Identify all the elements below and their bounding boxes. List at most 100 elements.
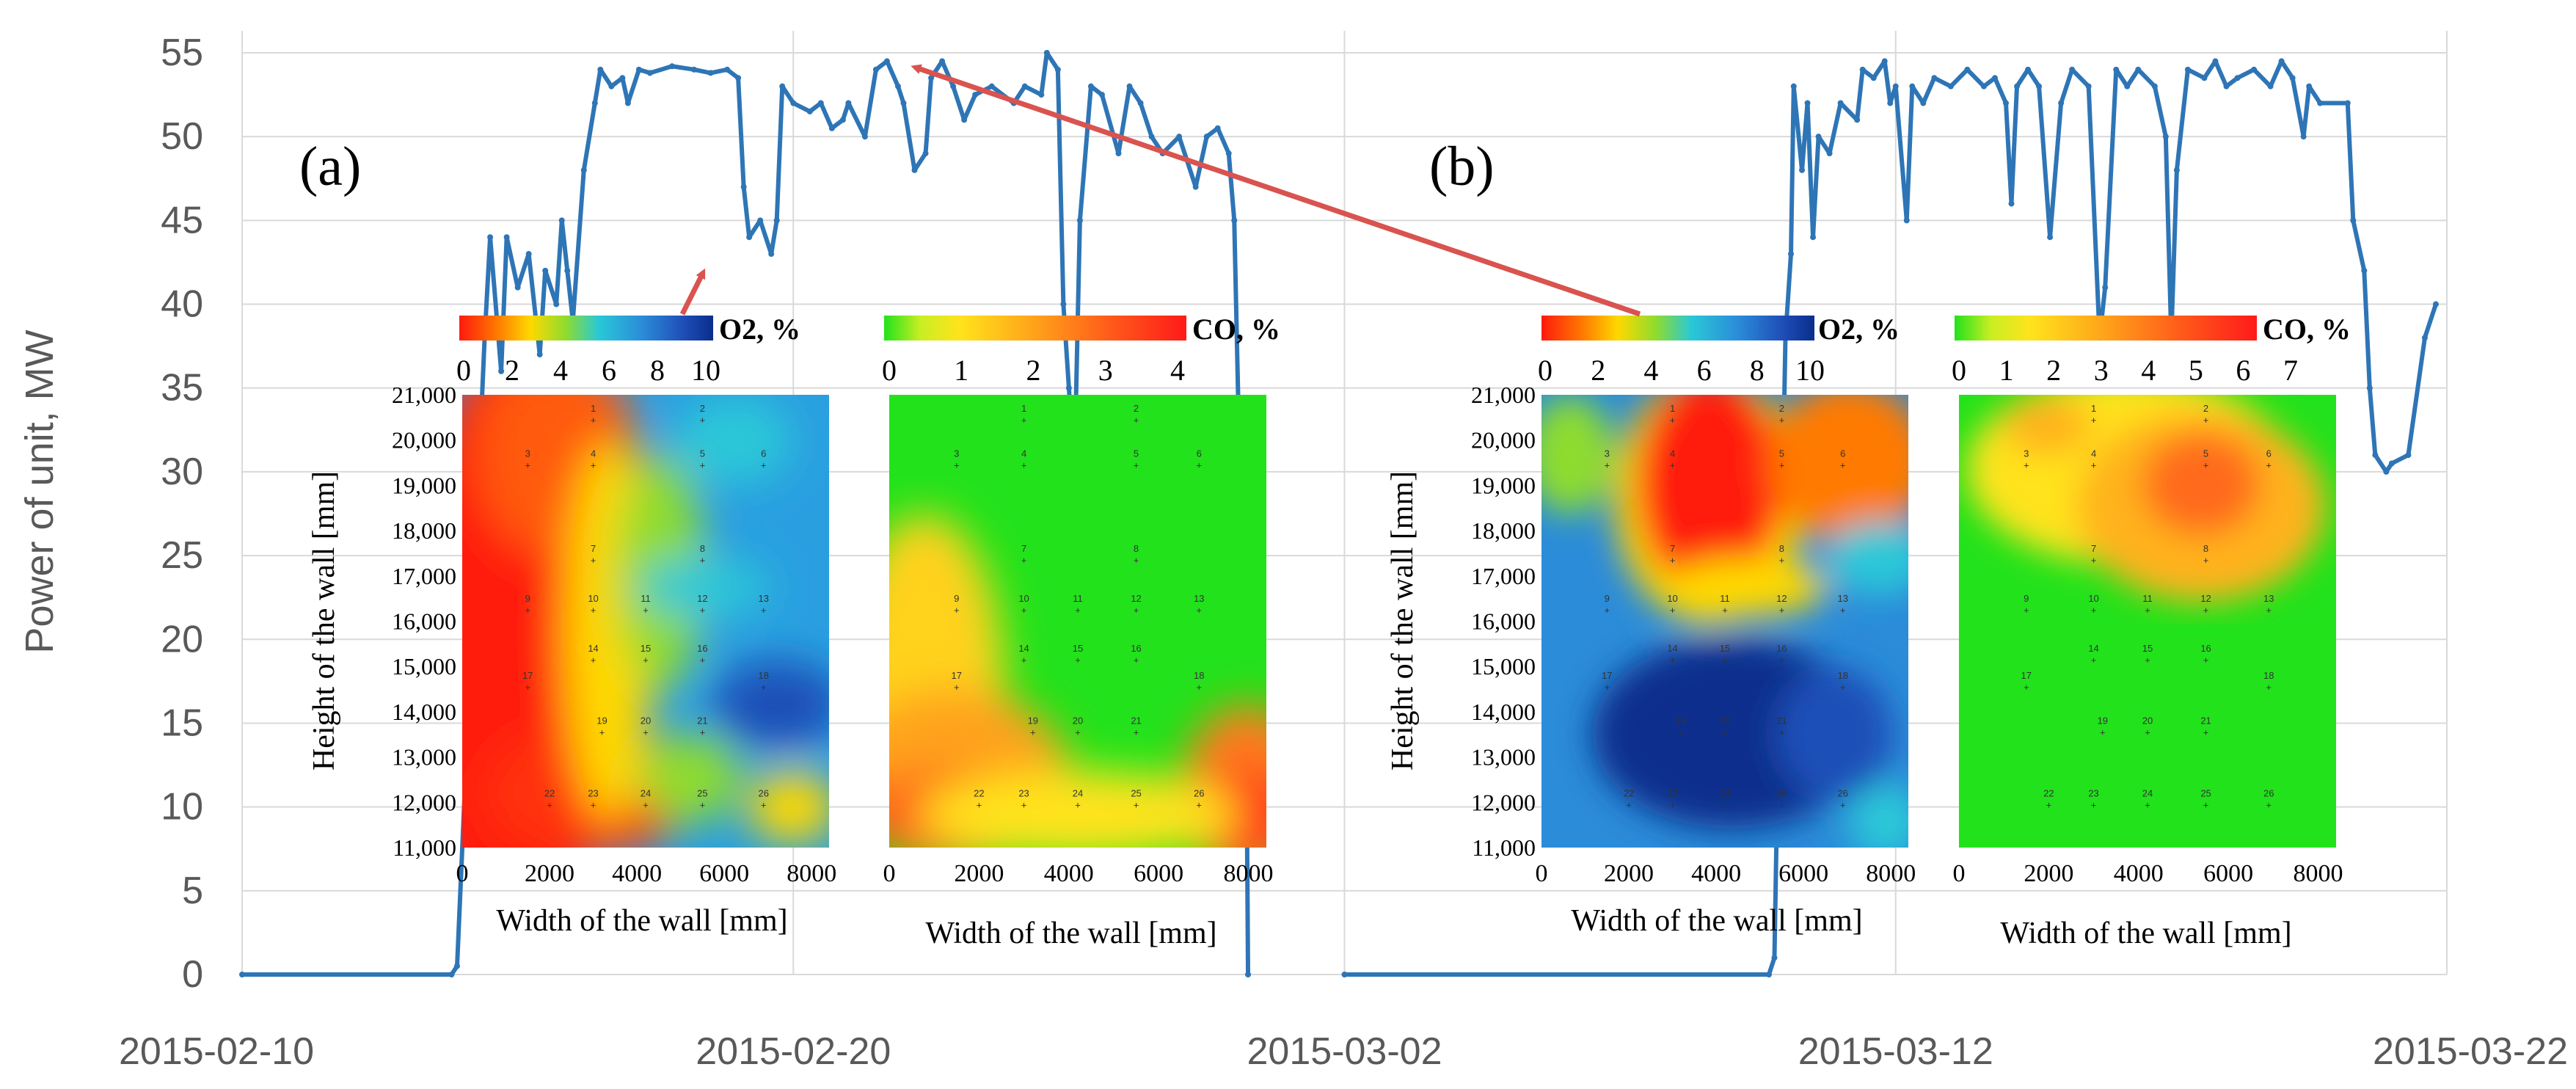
data-point bbox=[2372, 452, 2379, 459]
sensor-marker: + bbox=[1196, 605, 1202, 616]
sensor-label: 10 bbox=[2088, 593, 2098, 604]
co-tick-label: 4 bbox=[2141, 354, 2156, 387]
map-y-tick-label: 14,000 bbox=[1471, 699, 1536, 725]
sensor-marker: + bbox=[2024, 605, 2029, 616]
sensor-label: 15 bbox=[1720, 643, 1730, 654]
sensor-marker: + bbox=[1840, 799, 1846, 810]
sensor-marker: + bbox=[1779, 415, 1785, 426]
map-x-tick-label: 4000 bbox=[612, 860, 662, 887]
y-tick-label: 35 bbox=[161, 367, 203, 409]
sensor-marker: + bbox=[2203, 799, 2209, 810]
data-point bbox=[2388, 460, 2395, 467]
map-x-tick-label: 8000 bbox=[1224, 860, 1274, 887]
sensor-marker: + bbox=[1134, 605, 1139, 616]
sensor-label: 2 bbox=[1779, 403, 1784, 414]
sensor-label: 18 bbox=[758, 670, 768, 681]
sensor-label: 25 bbox=[2200, 787, 2211, 798]
o2-tick-label: 10 bbox=[691, 354, 720, 387]
co-colorbar-b bbox=[1955, 316, 2257, 340]
o2-tick-label: 4 bbox=[553, 354, 568, 387]
data-point bbox=[746, 234, 753, 241]
sensor-label: 14 bbox=[1667, 643, 1677, 654]
sensor-label: 16 bbox=[697, 643, 707, 654]
data-point bbox=[591, 100, 598, 106]
data-point bbox=[988, 83, 995, 90]
map-y-tick-label: 18,000 bbox=[392, 517, 456, 544]
data-point bbox=[707, 70, 714, 76]
sensor-label: 25 bbox=[1131, 787, 1141, 798]
data-point bbox=[2234, 75, 2241, 81]
data-point bbox=[580, 167, 587, 173]
y-axis-ticks: 0 5 10 15 20 25 30 35 40 45 50 55 bbox=[161, 32, 203, 996]
sensor-marker: + bbox=[2145, 655, 2150, 666]
data-point bbox=[806, 108, 813, 114]
o2-colorbar-b bbox=[1541, 316, 1814, 340]
sensor-label: 9 bbox=[954, 593, 959, 604]
data-point bbox=[1148, 134, 1155, 140]
inset-b-co-xlabel: Width of the wall [mm] bbox=[2000, 917, 2291, 950]
data-point bbox=[1854, 117, 1861, 123]
sensor-marker: + bbox=[1134, 555, 1139, 566]
sensor-label: 25 bbox=[697, 787, 707, 798]
sensor-label: 15 bbox=[2142, 643, 2153, 654]
sensor-marker: + bbox=[2145, 727, 2150, 738]
sensor-label: 22 bbox=[544, 787, 555, 798]
o2-colorbar-a bbox=[459, 316, 713, 340]
sensor-label: 1 bbox=[2091, 403, 2096, 414]
map-y-tick-label: 21,000 bbox=[1471, 382, 1536, 408]
sensor-label: 9 bbox=[525, 593, 530, 604]
data-point bbox=[2102, 284, 2109, 291]
inset-a-o2-map: O2, % 0 2 4 6 8 10 1+2+3+4+5+6+7+8+9+10+11+12… bbox=[307, 313, 836, 938]
sensor-marker: + bbox=[954, 682, 960, 693]
co-tick-label: 4 bbox=[1170, 354, 1185, 387]
sensor-marker: + bbox=[591, 605, 596, 616]
sensor-label: 2 bbox=[1134, 403, 1139, 414]
map-x-tick-label: 2000 bbox=[2024, 860, 2073, 887]
sensor-marker: + bbox=[2046, 799, 2052, 810]
data-point bbox=[883, 58, 890, 65]
sensor-label: 3 bbox=[954, 448, 959, 459]
sensor-label: 21 bbox=[1776, 715, 1787, 726]
data-point bbox=[735, 75, 742, 81]
y-tick-label: 10 bbox=[161, 786, 203, 828]
data-point bbox=[1931, 75, 1938, 81]
data-point bbox=[2223, 83, 2230, 90]
sensor-marker: + bbox=[1779, 727, 1785, 738]
data-point bbox=[845, 100, 852, 106]
sensor-label: 2 bbox=[2203, 403, 2208, 414]
sensor-marker: + bbox=[1021, 655, 1027, 666]
sensor-marker: + bbox=[2091, 655, 2097, 666]
y-tick-label: 40 bbox=[161, 283, 203, 326]
sensor-label: 26 bbox=[2263, 787, 2274, 798]
data-point bbox=[1076, 217, 1083, 224]
co-colorbar-a-ticks: 0 1 2 3 4 bbox=[882, 354, 1185, 387]
o2-tick-label: 2 bbox=[505, 354, 519, 387]
o2-tick-label: 2 bbox=[1591, 354, 1605, 387]
map-x-tick-label: 8000 bbox=[787, 860, 836, 887]
data-point bbox=[961, 117, 968, 123]
sensor-marker: + bbox=[1196, 799, 1202, 810]
sensor-marker: + bbox=[591, 555, 596, 566]
data-point bbox=[2300, 134, 2307, 140]
arrow-b bbox=[911, 64, 1641, 317]
sensor-label: 18 bbox=[1194, 670, 1204, 681]
map-y-tick-label: 16,000 bbox=[392, 608, 456, 635]
data-point bbox=[2173, 167, 2180, 173]
co-tick-label: 1 bbox=[954, 354, 968, 387]
o2-tick-label: 0 bbox=[456, 354, 471, 387]
data-point bbox=[239, 972, 245, 977]
y-tick-label: 45 bbox=[161, 199, 203, 241]
sensor-marker: + bbox=[2203, 605, 2209, 616]
sensor-label: 12 bbox=[2200, 593, 2211, 604]
sensor-marker: + bbox=[1722, 799, 1728, 810]
y-tick-label: 25 bbox=[161, 534, 203, 577]
data-point bbox=[2069, 66, 2076, 73]
sensor-marker: + bbox=[954, 605, 960, 616]
sensor-label: 26 bbox=[758, 787, 768, 798]
sensor-label: 22 bbox=[974, 787, 984, 798]
inset-b-o2-map: O2, % 0 2 4 6 8 10 1+2+3+4+5+6+7+8+9+10+11+12… bbox=[1386, 313, 1916, 938]
sensor-label: 17 bbox=[952, 670, 962, 681]
sensor-label: 23 bbox=[1667, 787, 1677, 798]
sensor-marker: + bbox=[1679, 727, 1685, 738]
inset-a-o2-ylabel: Height of the wall [mm] bbox=[307, 471, 341, 771]
